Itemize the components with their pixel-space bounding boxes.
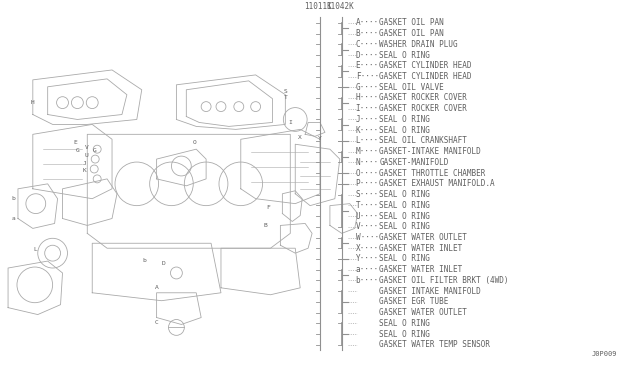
Text: H····: H···· (356, 93, 379, 102)
Text: SEAL O RING: SEAL O RING (380, 330, 430, 339)
Text: GASKET ROCKER COVER: GASKET ROCKER COVER (380, 104, 467, 113)
Text: A: A (155, 285, 159, 290)
Text: SEAL OIL CRANKSHAFT: SEAL OIL CRANKSHAFT (380, 137, 467, 145)
Text: P····: P···· (356, 179, 379, 188)
Text: J0P009: J0P009 (591, 351, 617, 357)
Text: Y: Y (318, 136, 322, 141)
Text: O····: O···· (356, 169, 379, 177)
Text: a····: a···· (356, 265, 379, 274)
Text: SEAL O RING: SEAL O RING (380, 126, 430, 135)
Text: D: D (162, 260, 165, 266)
Text: GASKET OIL PAN: GASKET OIL PAN (380, 18, 444, 27)
Text: GASKET INTAKE MANIFOLD: GASKET INTAKE MANIFOLD (380, 287, 481, 296)
Text: GASKET OIL PAN: GASKET OIL PAN (380, 29, 444, 38)
Text: GASKET ROCKER COVER: GASKET ROCKER COVER (380, 93, 467, 102)
Text: F····: F···· (356, 72, 379, 81)
Text: I: I (289, 120, 292, 125)
Text: a: a (11, 216, 15, 221)
Text: L····: L···· (356, 137, 379, 145)
Text: M····: M···· (356, 147, 379, 156)
Text: F: F (267, 205, 270, 210)
Text: SEAL O RING: SEAL O RING (380, 222, 430, 231)
Text: B····: B···· (356, 29, 379, 38)
Text: GASKET WATER INLET: GASKET WATER INLET (380, 244, 463, 253)
Text: GASKET THROTTLE CHAMBER: GASKET THROTTLE CHAMBER (380, 169, 486, 177)
Text: SEAL O RING: SEAL O RING (380, 201, 430, 210)
Text: V····: V···· (356, 222, 379, 231)
Text: GASKET EGR TUBE: GASKET EGR TUBE (380, 297, 449, 307)
Text: S····: S···· (356, 190, 379, 199)
Text: GASKET CYLINDER HEAD: GASKET CYLINDER HEAD (380, 72, 472, 81)
Text: C: C (155, 320, 159, 325)
Text: W····: W···· (356, 233, 379, 242)
Text: X····: X···· (356, 244, 379, 253)
Text: GASKET WATER INLET: GASKET WATER INLET (380, 265, 463, 274)
Text: U: U (84, 153, 88, 158)
Text: O: O (193, 140, 196, 145)
Text: b: b (143, 257, 147, 263)
Text: SEAL O RING: SEAL O RING (380, 254, 430, 263)
Text: T····: T···· (356, 201, 379, 210)
Text: J····: J···· (356, 115, 379, 124)
Text: Y····: Y···· (356, 254, 379, 263)
Text: J: J (83, 161, 86, 166)
Text: E: E (74, 140, 77, 145)
Text: U····: U···· (356, 212, 379, 221)
Text: SEAL OIL VALVE: SEAL OIL VALVE (380, 83, 444, 92)
Text: D····: D···· (356, 51, 379, 60)
Text: 11011K: 11011K (304, 1, 332, 10)
Text: A····: A···· (356, 18, 379, 27)
Text: B: B (264, 223, 268, 228)
Text: G: G (92, 148, 96, 153)
Text: b····: b···· (356, 276, 379, 285)
Text: K····: K···· (356, 126, 379, 135)
Text: SEAL O RING: SEAL O RING (380, 190, 430, 199)
Text: X: X (298, 135, 302, 140)
Text: WASHER DRAIN PLUG: WASHER DRAIN PLUG (380, 40, 458, 49)
Text: GASKET OIL FILTER BRKT (4WD): GASKET OIL FILTER BRKT (4WD) (380, 276, 509, 285)
Text: S: S (284, 89, 287, 94)
Text: GASKET EXHAUST MANIFOLD.A: GASKET EXHAUST MANIFOLD.A (380, 179, 495, 188)
Text: SEAL O RING: SEAL O RING (380, 319, 430, 328)
Text: SEAL O RING: SEAL O RING (380, 115, 430, 124)
Text: K: K (83, 169, 86, 173)
Text: T: T (284, 95, 287, 100)
Text: GASKET WATER OUTLET: GASKET WATER OUTLET (380, 233, 467, 242)
Text: SEAL O RING: SEAL O RING (380, 51, 430, 60)
Text: I····: I···· (356, 104, 379, 113)
Text: GASKET WATER OUTLET: GASKET WATER OUTLET (380, 308, 467, 317)
Text: 11042K: 11042K (326, 1, 354, 10)
Text: G····: G···· (356, 83, 379, 92)
Text: V: V (84, 145, 88, 150)
Text: N····: N···· (356, 158, 379, 167)
Text: L: L (33, 247, 36, 252)
Text: SEAL O RING: SEAL O RING (380, 212, 430, 221)
Text: H: H (31, 100, 35, 105)
Text: G: G (76, 148, 79, 153)
Text: E····: E···· (356, 61, 379, 70)
Text: C····: C···· (356, 40, 379, 49)
Text: b: b (11, 196, 15, 201)
Text: GASKET WATER TEMP SENSOR: GASKET WATER TEMP SENSOR (380, 340, 490, 349)
Text: GASKET-MANIFOLD: GASKET-MANIFOLD (380, 158, 449, 167)
Text: GASKET CYLINDER HEAD: GASKET CYLINDER HEAD (380, 61, 472, 70)
Text: GASKET-INTAKE MANIFOLD: GASKET-INTAKE MANIFOLD (380, 147, 481, 156)
